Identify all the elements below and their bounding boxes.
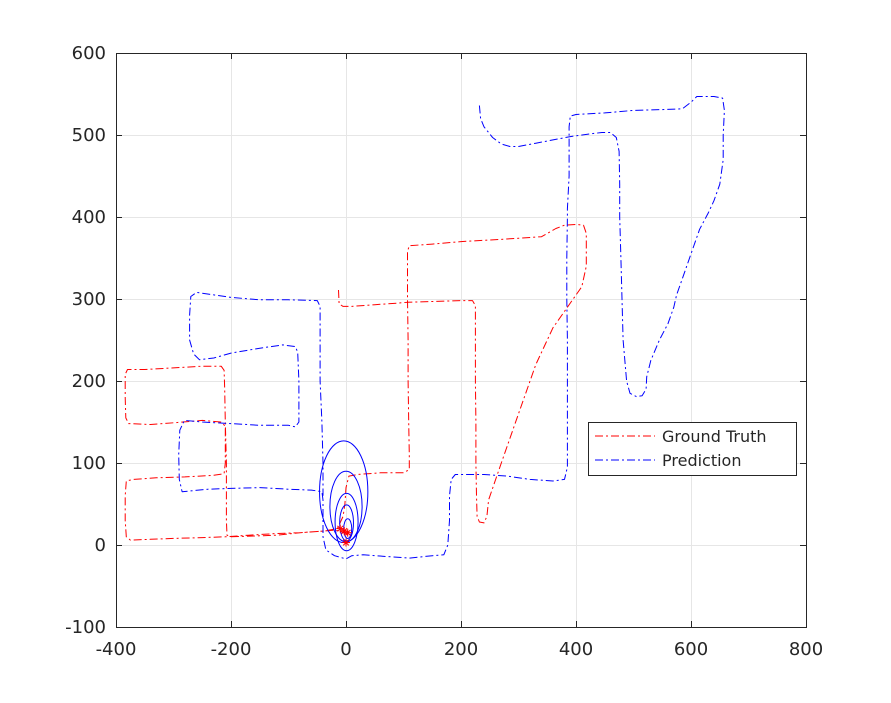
position-marker <box>336 524 345 533</box>
plot-lines <box>124 96 725 560</box>
y-tick-label: 500 <box>72 125 106 146</box>
y-tick-label: 100 <box>72 453 106 474</box>
series-line-prediction <box>178 96 725 560</box>
y-tick-label: 300 <box>72 289 106 310</box>
y-tick-label: -100 <box>65 617 106 638</box>
y-tick-label: 200 <box>72 371 106 392</box>
uncertainty-ellipse <box>339 504 354 542</box>
y-tick-label: 0 <box>95 535 106 556</box>
legend-label-prediction: Prediction <box>662 451 741 470</box>
x-tick-label: -400 <box>96 639 137 660</box>
legend-box <box>588 422 797 476</box>
position-marker <box>340 527 349 536</box>
legend: Ground Truth Prediction <box>588 422 797 476</box>
position-marker <box>342 538 350 547</box>
x-tick-label: 800 <box>789 639 823 660</box>
y-tick-label: 600 <box>72 43 106 64</box>
y-tick-label: 400 <box>72 207 106 228</box>
position-marker <box>343 528 352 537</box>
uncertainty-ellipse <box>334 492 359 552</box>
legend-label-ground-truth: Ground Truth <box>662 427 767 446</box>
x-tick-label: -200 <box>211 639 252 660</box>
x-tick-label: 200 <box>444 639 478 660</box>
x-tick-label: 0 <box>340 639 351 660</box>
axis-ticks: -400 -200 0 200 400 600 800 -100 0 100 200 300 400 50… <box>65 43 823 660</box>
x-tick-label: 600 <box>674 639 708 660</box>
series-line-ground-truth <box>124 223 587 541</box>
x-tick-label: 400 <box>559 639 593 660</box>
